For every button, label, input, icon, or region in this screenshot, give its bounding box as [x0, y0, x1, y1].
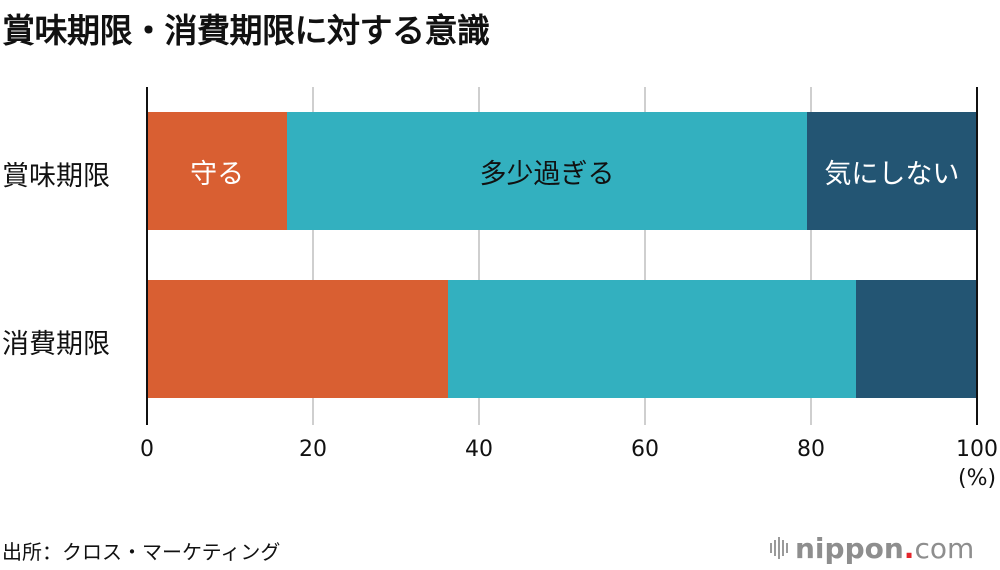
logo-tld: com [914, 531, 975, 565]
axis-line-0 [146, 87, 148, 425]
x-tick-20: 20 [299, 437, 327, 462]
logo-brand: nippon [795, 531, 904, 565]
gridline-60 [644, 87, 646, 425]
sound-wave-icon [770, 537, 788, 559]
gridline-20 [312, 87, 314, 425]
gridline-40 [478, 87, 480, 425]
logo-dot: . [903, 531, 915, 565]
category-label-best-before: 賞味期限 [2, 161, 110, 192]
bar-use-by [147, 280, 977, 398]
segment-too-much [448, 280, 856, 398]
segment-label-dont-care: 気にしない [824, 158, 960, 190]
segment-dont-care [855, 280, 977, 398]
segment-label-too-much: 多少過ぎる [479, 158, 615, 190]
chart-title: 賞味期限・消費期限に対する意識 [2, 11, 490, 50]
axis-line-100 [976, 87, 978, 425]
x-tick-60: 60 [631, 437, 659, 462]
plot-area: 守る 多少過ぎる 気にしない [146, 87, 978, 425]
x-tick-40: 40 [465, 437, 493, 462]
bar-best-before: 守る 多少過ぎる 気にしない [147, 112, 977, 230]
nippon-com-logo: nippon.com [770, 530, 974, 566]
segment-protect: 守る [147, 112, 288, 230]
segment-label-protect: 守る [190, 158, 245, 190]
x-axis-unit: (%) [958, 466, 997, 491]
source-note: 出所：クロス・マーケティング [2, 540, 281, 564]
category-label-use-by: 消費期限 [2, 329, 110, 360]
segment-too-much: 多少過ぎる [287, 112, 807, 230]
segment-protect [147, 280, 449, 398]
segment-dont-care: 気にしない [806, 112, 977, 230]
gridline-80 [810, 87, 812, 425]
x-tick-100: 100 [956, 437, 998, 462]
x-tick-0: 0 [140, 437, 154, 462]
x-tick-80: 80 [797, 437, 825, 462]
